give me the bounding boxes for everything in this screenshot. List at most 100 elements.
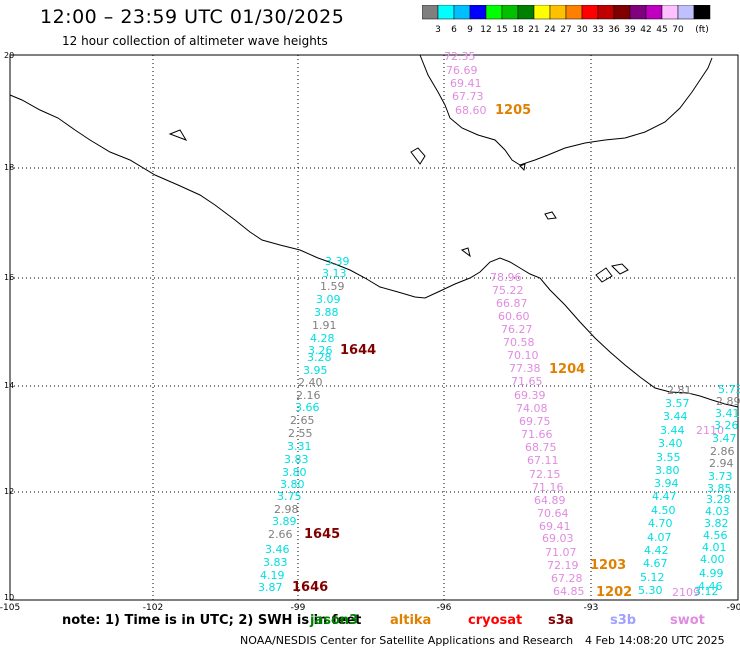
pass-time-label: 1646 [292,580,328,595]
color-scale-label: 15 [496,25,507,35]
color-swatch [693,5,711,20]
wave-height-value: 68.60 [455,104,487,117]
wave-height-value: 2.86 [710,445,735,458]
wave-height-value: 4.99 [699,567,724,580]
wave-height-value: 3.46 [265,543,290,556]
wave-height-value: 4.28 [310,332,335,345]
color-scale-label: 3 [435,25,441,35]
wave-height-value: 3.28 [706,493,731,506]
color-scale-label: 42 [640,25,651,35]
wave-height-value: 71.65 [511,375,543,388]
wave-height-value: 3.80 [655,464,680,477]
pass-time-label: 1203 [590,558,626,573]
wave-height-value: 70.58 [503,336,535,349]
altimeter-tracks: 3.393.133.093.884.283.263.283.953.663.31… [258,50,740,599]
wave-height-value: 4.46 [698,580,723,593]
footer-credit: NOAA/NESDIS Center for Satellite Applica… [240,634,574,647]
wave-height-value: 4.56 [703,529,728,542]
wave-height-value: 3.83 [284,453,309,466]
wave-height-value: 3.13 [322,267,347,280]
pass-time-labels: 1644 1645 1646 1205 1204 1203 1202 [292,103,632,600]
latitude-label: 20 [4,51,14,60]
wave-height-value: 67.28 [551,572,583,585]
wave-height-value: 3.89 [272,515,297,528]
map-frame [9,54,739,601]
wave-height-value: 4.03 [705,505,730,518]
wave-height-value: 4.47 [652,490,677,503]
color-scale-label: 30 [576,25,588,35]
wave-height-value: 3.94 [654,477,679,490]
wave-height-value: 3.73 [708,470,733,483]
wave-height-value: 4.50 [651,504,676,517]
wave-height-value: 3.85 [707,482,732,495]
wave-height-value: 5.12 [640,571,665,584]
wave-height-value: 2.98 [274,503,299,516]
wave-height-value: 1.91 [312,319,337,332]
wave-height-value: 71.16 [532,481,564,494]
wave-height-value: 78.96 [490,271,522,284]
wave-height-value: 3.31 [287,440,312,453]
wave-height-value: 3.66 [295,401,320,414]
wave-height-value: 64.89 [534,494,566,507]
color-scale-label: 27 [560,25,571,35]
wave-height-value: 69.03 [542,532,574,545]
wave-height-value: 4.19 [260,569,285,582]
color-scale-label: 36 [608,25,620,35]
legend-s3b: s3b [610,613,637,628]
pass-time-label: 1204 [549,362,585,377]
wave-height-value: 2.81 [667,384,692,397]
wave-height-value: 3.47 [712,432,737,445]
wave-height-value: 68.75 [525,441,557,454]
wave-height-value: 3.83 [263,556,288,569]
wave-height-value: 2.66 [268,528,293,541]
longitude-label: -99 [291,603,306,612]
longitude-label: -90 [727,603,740,612]
wave-height-value: 3.95 [303,364,328,377]
wave-height-value: 71.66 [521,428,553,441]
latitude-labels: 20 18 16 14 12 10 [4,51,14,602]
latitude-label: 16 [4,273,14,282]
longitude-label: -96 [437,603,452,612]
color-scale-label: 45 [656,25,667,35]
wave-height-value: 2.94 [709,457,734,470]
wave-height-value: 4.67 [643,557,668,570]
legend-s3a: s3a [548,613,574,628]
wave-height-value: 69.75 [519,415,551,428]
wave-height-value: 3.09 [316,293,341,306]
wave-height-value: 3.75 [277,490,302,503]
page-title: 12:00 – 23:59 UTC 01/30/2025 [40,6,345,28]
wave-height-value: 76.27 [501,323,533,336]
wave-height-value: 3.44 [663,410,688,423]
pass-time-label: 1645 [304,527,340,542]
page-subtitle: 12 hour collection of altimeter wave hei… [62,34,328,48]
coastline-gulf [419,54,713,166]
wave-height-value: 2.40 [298,376,323,389]
wave-height-value: 4.00 [700,553,725,566]
wave-height-value: 4.01 [702,541,727,554]
islands [168,129,629,283]
wave-height-value: 69.39 [514,389,546,402]
wave-height-value: 5.30 [638,584,663,597]
wave-height-value: 3.57 [665,397,690,410]
latitude-label: 14 [4,381,14,390]
wave-height-value: 2.89 [716,395,740,408]
wave-height-value: 67.73 [452,90,484,103]
wave-height-value: 2110 [696,424,724,437]
wave-height-value: 3.40 [658,437,683,450]
note-text: note: 1) Time is in UTC; 2) SWH is in fe… [62,613,362,628]
wave-height-value: 3.41 [715,407,740,420]
wave-height-value: 3.26 [308,344,333,357]
wave-height-value: 60.60 [498,310,530,323]
wave-height-value: 77.38 [509,362,541,375]
color-scale-label: 70 [672,25,684,35]
wave-height-value: 2109 [672,586,700,599]
longitude-label: -105 [0,603,20,612]
wave-height-value: 2.16 [296,389,321,402]
wave-height-value: 69.41 [539,520,571,533]
wave-height-value: 3.55 [656,451,681,464]
wave-height-value: 72.15 [529,468,561,481]
wave-height-value: 2.65 [290,414,315,427]
wave-height-value: 3.82 [704,517,729,530]
legend-cryosat: cryosat [468,613,523,628]
